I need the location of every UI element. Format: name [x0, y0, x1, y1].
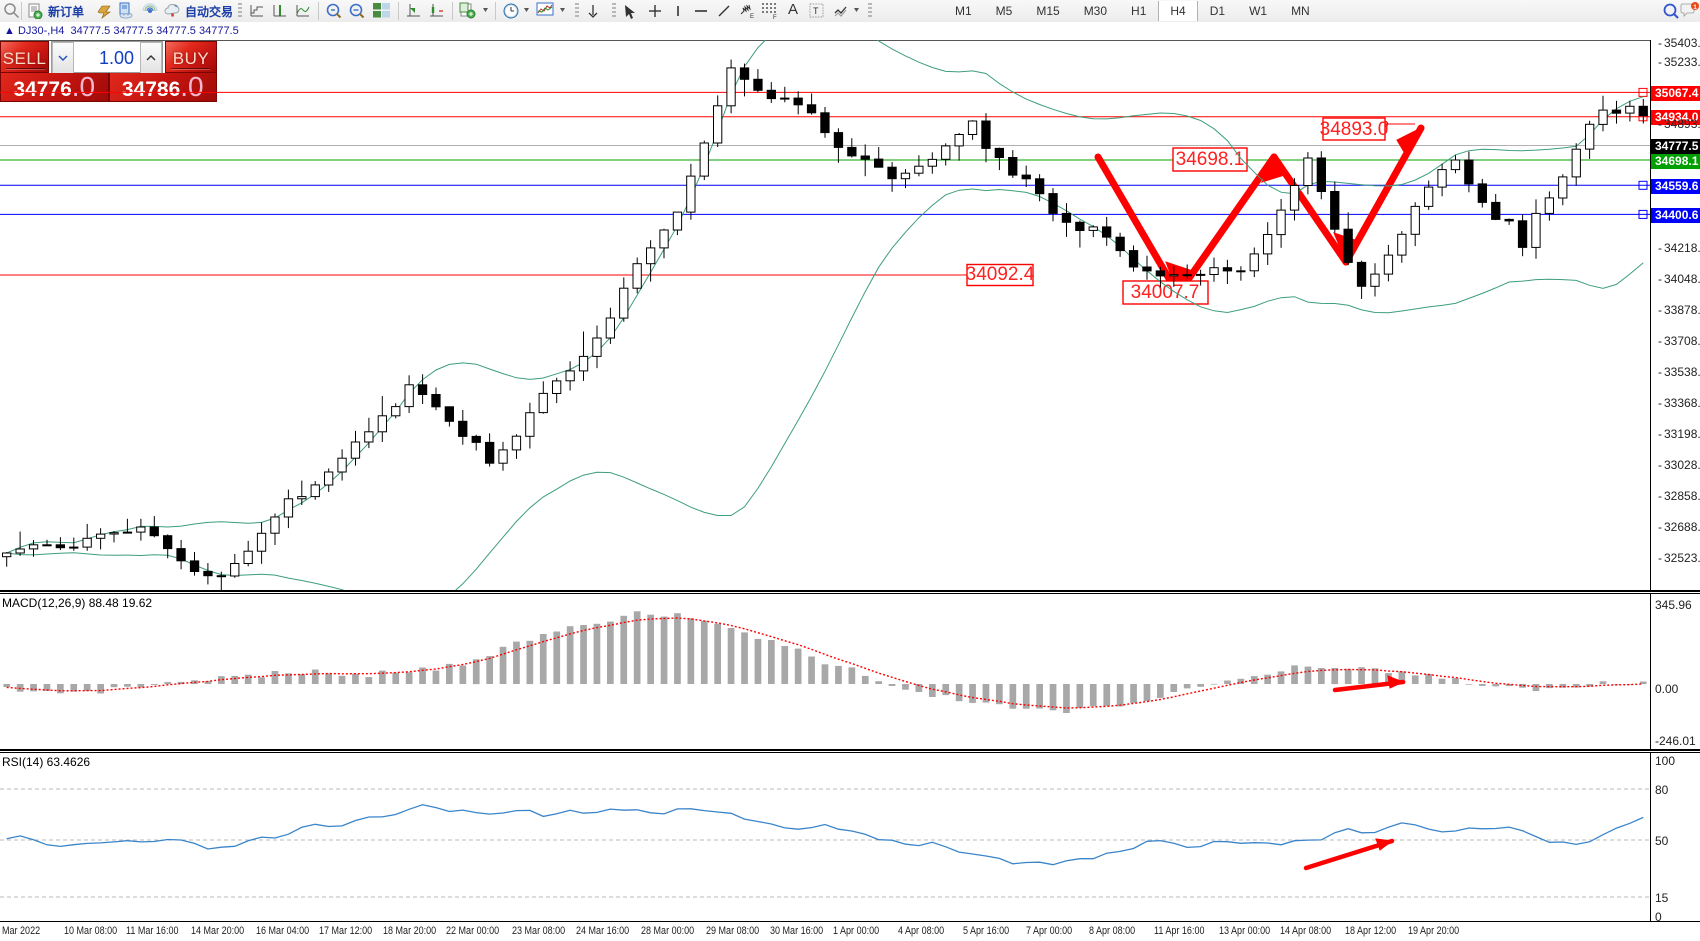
- svg-text:34092.4: 34092.4: [966, 264, 1035, 285]
- svg-text:F: F: [773, 15, 777, 20]
- svg-text:34698.1: 34698.1: [1176, 149, 1245, 170]
- svg-text:E: E: [750, 14, 754, 20]
- svg-text:1: 1: [1693, 4, 1697, 11]
- svg-text:T: T: [813, 6, 819, 16]
- svg-text:34893.0: 34893.0: [1320, 119, 1389, 140]
